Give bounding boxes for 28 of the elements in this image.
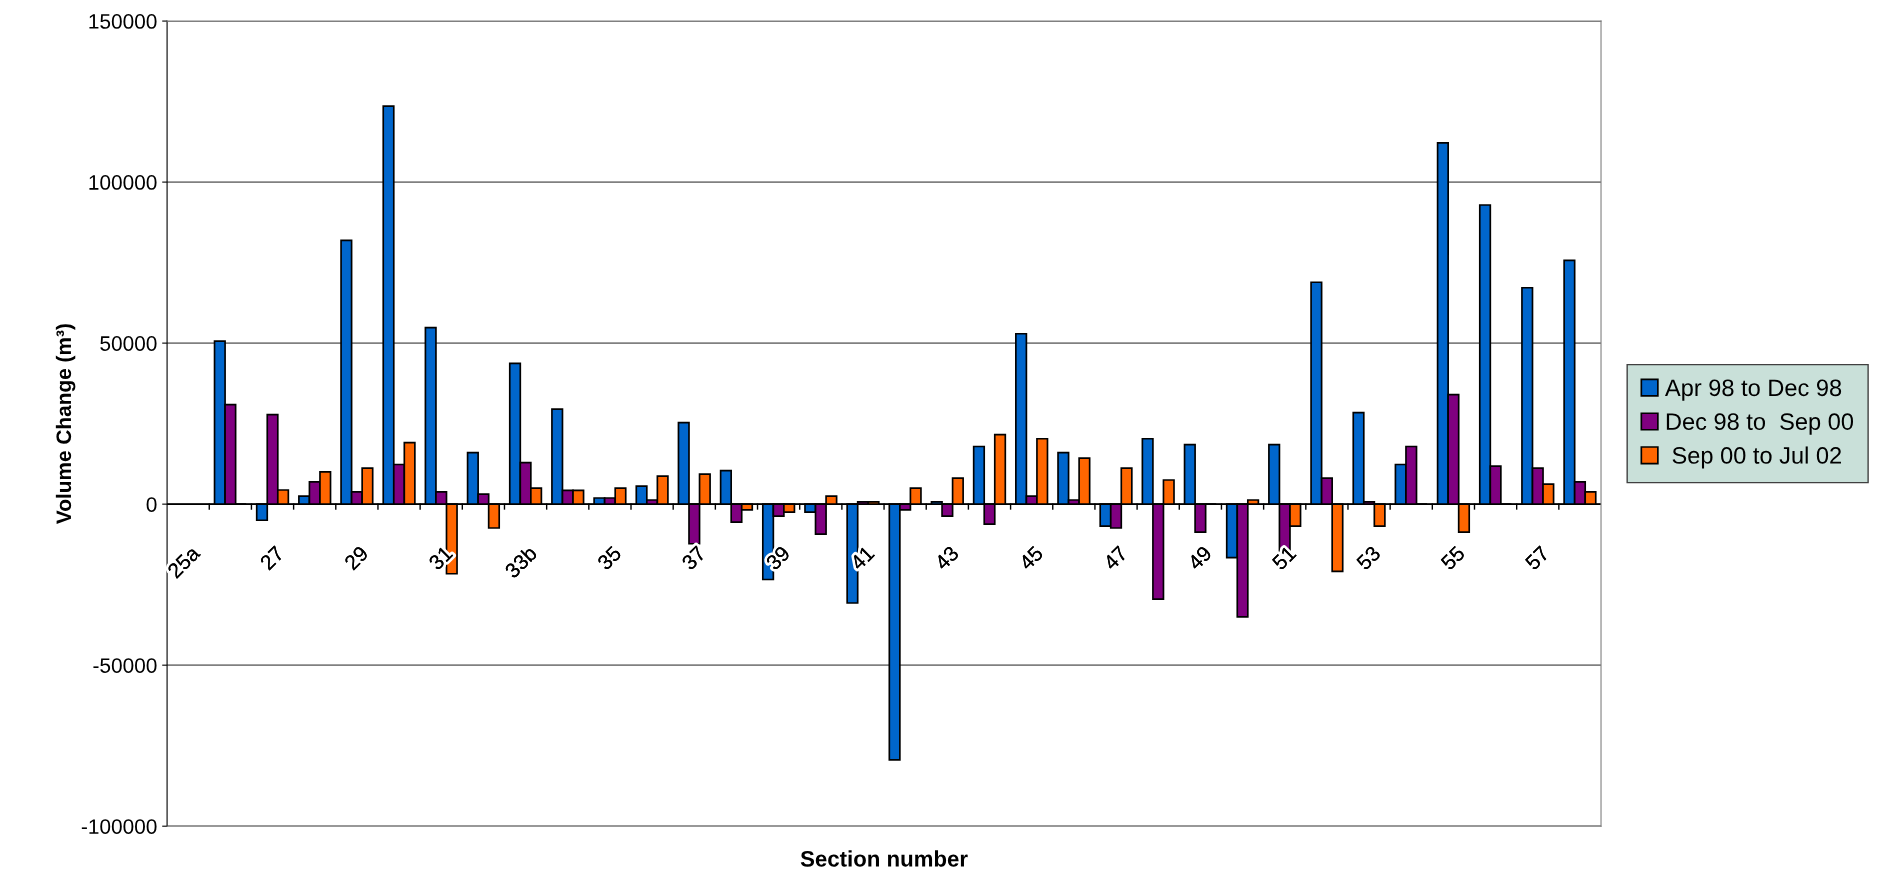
x-tick-label: 43 (933, 545, 960, 572)
x-tick-label: 33b (503, 544, 538, 579)
x-tick-label: 53 (1355, 545, 1382, 571)
x-tick-label: 47 (1102, 545, 1128, 571)
x-tick-label: 37 (680, 545, 707, 571)
x-tick-label: 45 (1018, 545, 1044, 572)
x-tick-label: 27 (259, 545, 285, 571)
legend-label: Sep 00 to Jul 02 (1672, 446, 1841, 469)
x-tick-label: 31 (427, 545, 454, 571)
y-tick-label: 100000 (89, 175, 157, 190)
y-tick-label: 0 (146, 497, 157, 512)
x-tick-label: 49 (1186, 545, 1213, 572)
legend-label: Apr 98 to Dec 98 (1664, 379, 1842, 401)
x-tick-label: 35 (596, 545, 623, 571)
x-tick-label: 29 (343, 545, 369, 571)
legend-label: Dec 98 to Sep 00 (1666, 413, 1854, 435)
x-axis-title: Section number (800, 850, 968, 867)
x-tick-label: 39 (765, 545, 791, 571)
y-tick-label: -50000 (93, 658, 157, 673)
x-tick-label: 51 (1271, 545, 1297, 571)
y-tick-label: -100000 (81, 819, 157, 834)
y-axis-title: Volume Change (m³) (55, 324, 76, 524)
x-tick-label: 25a (166, 544, 201, 579)
y-tick-label: 150000 (89, 14, 157, 29)
y-tick-label: 50000 (100, 336, 157, 351)
x-tick-label: 57 (1524, 545, 1550, 571)
x-tick-label: 41 (849, 545, 875, 571)
x-tick-label: 55 (1440, 545, 1466, 571)
